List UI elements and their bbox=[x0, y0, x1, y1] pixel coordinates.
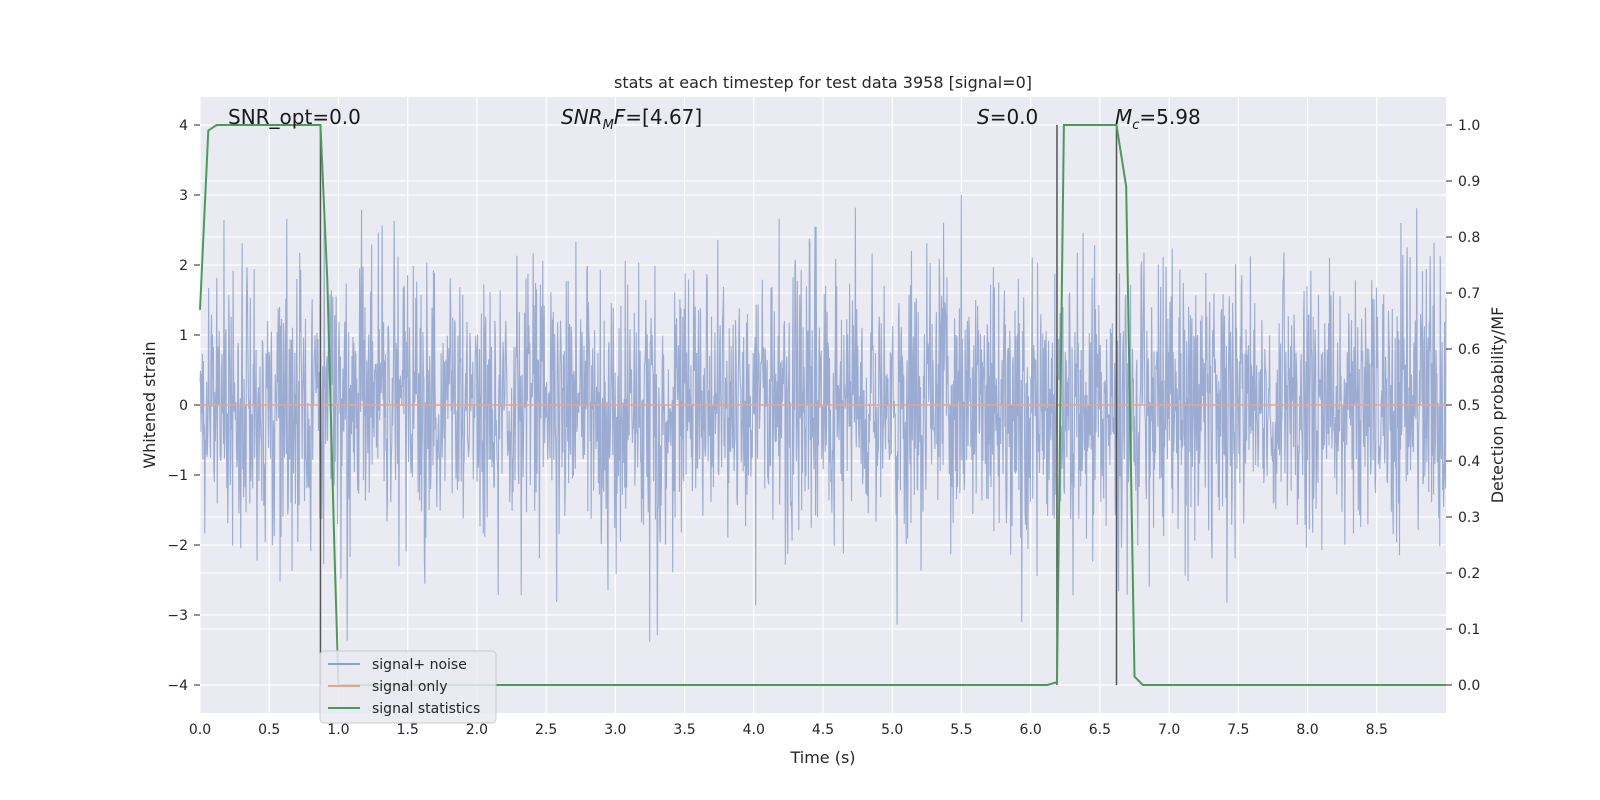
series-line-signal-statistics bbox=[199, 124, 1446, 686]
legend: signal+ noise signal only signal statist… bbox=[319, 650, 497, 724]
annotation-mc: Mc=5.98 bbox=[1115, 105, 1201, 133]
y2-tick-label: 0.8 bbox=[1458, 230, 1480, 246]
x-tick-label: 2.5 bbox=[535, 722, 557, 738]
y-tick-label: −4 bbox=[167, 678, 188, 694]
x-tick-label: 6.5 bbox=[1089, 722, 1111, 738]
legend-label-signal-noise: signal+ noise bbox=[372, 657, 467, 673]
x-tick-label: 3.0 bbox=[604, 722, 626, 738]
y2-tick-label: 0.4 bbox=[1458, 454, 1480, 470]
x-tick-label: 3.5 bbox=[673, 722, 695, 738]
x-tick-label: 5.0 bbox=[881, 722, 903, 738]
legend-label-signal-only: signal only bbox=[372, 679, 447, 695]
x-tick-label: 8.5 bbox=[1366, 722, 1388, 738]
annotation-snr-opt: SNR_opt=0.0 bbox=[228, 105, 361, 129]
x-tick-label: 1.0 bbox=[327, 722, 349, 738]
x-tick-label: 0.5 bbox=[258, 722, 280, 738]
series-signal-statistics bbox=[199, 124, 1446, 686]
y2-tick-label: 1.0 bbox=[1458, 118, 1480, 134]
x-tick-label: 7.5 bbox=[1227, 722, 1249, 738]
x-tick-label: 4.0 bbox=[743, 722, 765, 738]
x-tick-label: 6.0 bbox=[1020, 722, 1042, 738]
y2-tick-labels: 1.0 0.9 0.8 0.7 0.6 0.5 0.4 0.3 0.2 0.1 0.0 bbox=[1446, 118, 1480, 694]
y-tick-label: 4 bbox=[179, 118, 188, 134]
y2-tick-label: 0.2 bbox=[1458, 566, 1480, 582]
series-signal-noise bbox=[199, 194, 1447, 642]
x-tick-label: 0.0 bbox=[189, 722, 211, 738]
x-tick-label: 1.5 bbox=[397, 722, 419, 738]
y2-tick-label: 0.5 bbox=[1458, 398, 1480, 414]
legend-label-signal-statistics: signal statistics bbox=[372, 701, 480, 717]
vertical-markers bbox=[319, 125, 1118, 685]
x-tick-label: 8.0 bbox=[1296, 722, 1318, 738]
y-tick-label: 1 bbox=[179, 328, 188, 344]
y2-tick-label: 0.3 bbox=[1458, 510, 1480, 526]
annotation-s: S=0.0 bbox=[977, 105, 1038, 129]
y2-tick-label: 0.7 bbox=[1458, 286, 1480, 302]
x-tick-label: 2.0 bbox=[466, 722, 488, 738]
y2-axis-label: Detection probability/MF bbox=[1488, 307, 1507, 504]
y2-tick-label: 0.0 bbox=[1458, 678, 1480, 694]
x-axis-label: Time (s) bbox=[789, 748, 855, 767]
y2-tick-label: 0.1 bbox=[1458, 622, 1480, 638]
x-tick-label: 7.0 bbox=[1158, 722, 1180, 738]
series-line-signal-noise bbox=[199, 194, 1447, 642]
chart-title: stats at each timestep for test data 395… bbox=[614, 73, 1032, 92]
x-tick-label: 5.5 bbox=[950, 722, 972, 738]
y-tick-label: 2 bbox=[179, 258, 188, 274]
y-tick-label: −2 bbox=[167, 538, 188, 554]
y2-tick-label: 0.9 bbox=[1458, 174, 1480, 190]
y-axis-label: Whitened strain bbox=[140, 341, 159, 468]
x-tick-label: 4.5 bbox=[812, 722, 834, 738]
y-tick-label: 0 bbox=[179, 398, 188, 414]
annotation-snr-mf: SNRMF=[4.67] bbox=[561, 105, 702, 133]
y-tick-labels: 4 3 2 1 0 −1 −2 −3 −4 bbox=[167, 118, 200, 694]
x-tick-labels: 0.0 0.5 1.0 1.5 2.0 2.5 3.0 3.5 4.0 4.5 5.0 5.5 6.0 6… bbox=[189, 722, 1388, 738]
y-tick-label: 3 bbox=[179, 188, 188, 204]
y-tick-label: −1 bbox=[167, 468, 188, 484]
y-tick-label: −3 bbox=[167, 608, 188, 624]
y2-tick-label: 0.6 bbox=[1458, 342, 1480, 358]
